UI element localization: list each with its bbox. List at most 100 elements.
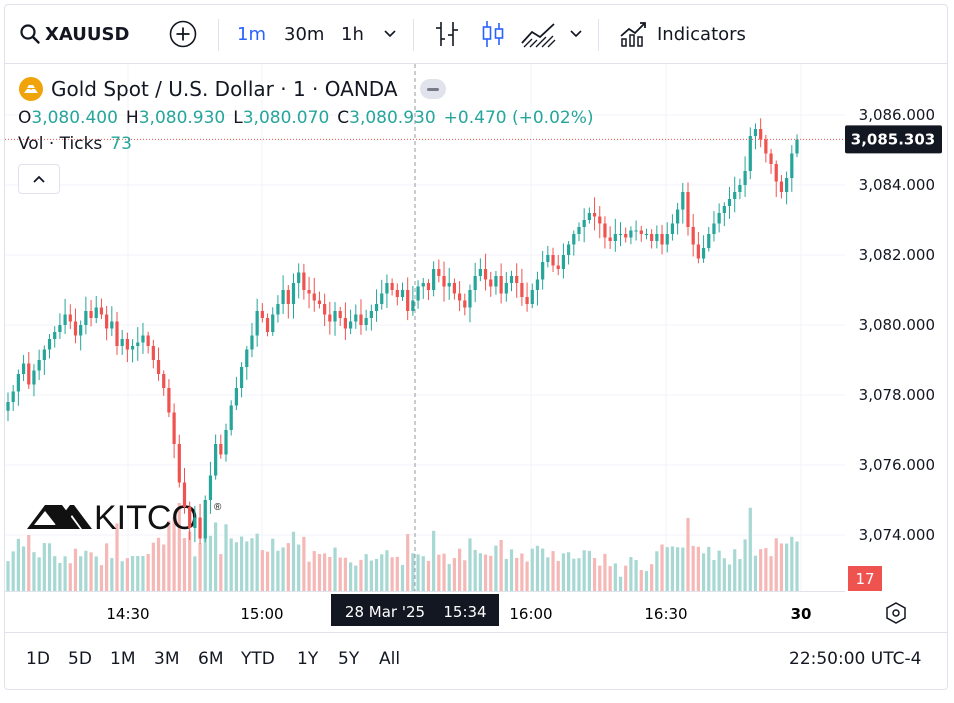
candle-body — [400, 290, 405, 297]
interval-1h[interactable]: 1h — [341, 23, 364, 45]
volume-bar — [162, 544, 166, 591]
candle-body — [385, 283, 389, 294]
volume-bar — [629, 557, 633, 591]
bar-chart-type-button[interactable] — [433, 5, 461, 63]
candle-body — [297, 272, 301, 283]
area-chart-icon — [521, 23, 556, 48]
range-1y[interactable]: 1Y — [297, 649, 319, 669]
indicators-button[interactable]: Indicators — [618, 5, 746, 63]
candle-body — [302, 272, 306, 290]
volume-bar — [582, 550, 586, 591]
candle-body — [198, 517, 202, 539]
candle-body — [99, 307, 104, 315]
candle-body — [582, 220, 586, 227]
price-chart[interactable]: KITCO ® 3,086.000 3,084.000 3,082.000 3,080… — [0, 0, 954, 632]
interval-30m[interactable]: 30m — [284, 23, 325, 45]
volume-bar — [32, 552, 36, 591]
range-1m[interactable]: 1M — [110, 649, 136, 669]
volume-bar — [214, 522, 218, 591]
candle-body — [146, 335, 150, 346]
chart-legend: Gold Spot / U.S. Dollar · 1 · OANDA O 3,0… — [18, 76, 594, 194]
volume-bar — [676, 547, 680, 591]
volume-bar — [452, 558, 457, 591]
volume-bar — [374, 558, 379, 591]
volume-bar — [177, 503, 181, 591]
candle-body — [753, 129, 758, 136]
candle-body — [421, 283, 425, 287]
volume-bar — [333, 547, 337, 591]
candle-body — [489, 279, 493, 287]
candle-body — [312, 293, 316, 301]
volume-bar — [21, 546, 26, 591]
volume-bar — [759, 549, 763, 591]
open-value: 3,080.400 — [31, 108, 118, 128]
volume-bar — [790, 536, 794, 591]
candles-icon — [482, 21, 504, 47]
candle-body — [411, 300, 415, 311]
crosshair-date: 28 Mar '25 — [345, 603, 425, 621]
toolbar-divider — [598, 19, 599, 51]
volume-bar — [37, 557, 41, 591]
compare-button[interactable] — [168, 5, 198, 63]
range-1d[interactable]: 1D — [26, 649, 50, 669]
volume-bar — [437, 554, 441, 591]
candle-body — [281, 290, 285, 304]
candle-body — [738, 185, 742, 192]
crosshair-time-label: 28 Mar '25 15:34 — [331, 594, 499, 626]
candle-body — [68, 314, 72, 322]
candle-body — [188, 507, 192, 528]
volume-bar — [515, 557, 519, 591]
volume-bar — [348, 562, 353, 591]
volume-bar — [738, 559, 742, 591]
candle-body — [286, 290, 290, 304]
range-5d[interactable]: 5D — [68, 649, 92, 669]
symbol-search[interactable]: XAUUSD — [19, 5, 129, 63]
candle-body — [691, 227, 695, 245]
candle-body — [530, 290, 534, 304]
volume-bar — [722, 558, 726, 591]
current-price-label: 3,085.303 — [851, 130, 935, 148]
volume-bar — [774, 538, 778, 591]
interval-1m[interactable]: 1m — [237, 23, 266, 45]
price-axis: 3,086.000 3,084.000 3,082.000 3,080.000 3,07… — [859, 106, 935, 544]
search-icon — [20, 24, 40, 44]
volume-bar — [380, 554, 384, 591]
candle-body — [686, 192, 690, 227]
candle-body — [21, 363, 26, 374]
range-5y[interactable]: 5Y — [338, 649, 360, 669]
volume-bar — [110, 558, 114, 591]
volume-bar — [255, 533, 259, 591]
range-6m[interactable]: 6M — [198, 649, 224, 669]
volume-bar — [681, 547, 685, 591]
range-3m[interactable]: 3M — [154, 649, 180, 669]
range-ytd[interactable]: YTD — [241, 649, 275, 669]
candle-body — [84, 311, 88, 325]
chart-settings-button[interactable] — [886, 602, 906, 624]
watermark-text: KITCO — [94, 499, 198, 537]
candle-body — [785, 178, 789, 192]
interval-dropdown[interactable] — [383, 5, 397, 63]
legend-collapse-button[interactable] — [419, 79, 446, 99]
candle-body — [629, 230, 633, 238]
candle-body — [525, 297, 529, 304]
candles-chart-type-button[interactable] — [480, 5, 506, 63]
volume-row: Vol · Ticks 73 — [18, 134, 594, 154]
candle-body — [566, 244, 571, 255]
candle-body — [701, 248, 706, 259]
candle-body — [177, 444, 181, 483]
collapse-indicators-button[interactable] — [18, 164, 60, 194]
volume-bar — [125, 558, 129, 591]
candle-body — [644, 234, 649, 235]
chart-type-dropdown[interactable] — [569, 5, 583, 63]
volume-label: Vol · Ticks — [18, 134, 103, 154]
volume-badge: 17 — [848, 566, 882, 591]
area-chart-type-button[interactable] — [520, 5, 558, 63]
clock: 22:50:00 UTC-4 — [789, 649, 922, 669]
candle-body — [16, 374, 20, 392]
candle-body — [748, 136, 752, 171]
candle-body — [42, 349, 46, 360]
range-all[interactable]: All — [379, 649, 401, 669]
candle-body — [255, 311, 259, 336]
candle-body — [447, 283, 451, 287]
high-label: H — [125, 108, 139, 128]
